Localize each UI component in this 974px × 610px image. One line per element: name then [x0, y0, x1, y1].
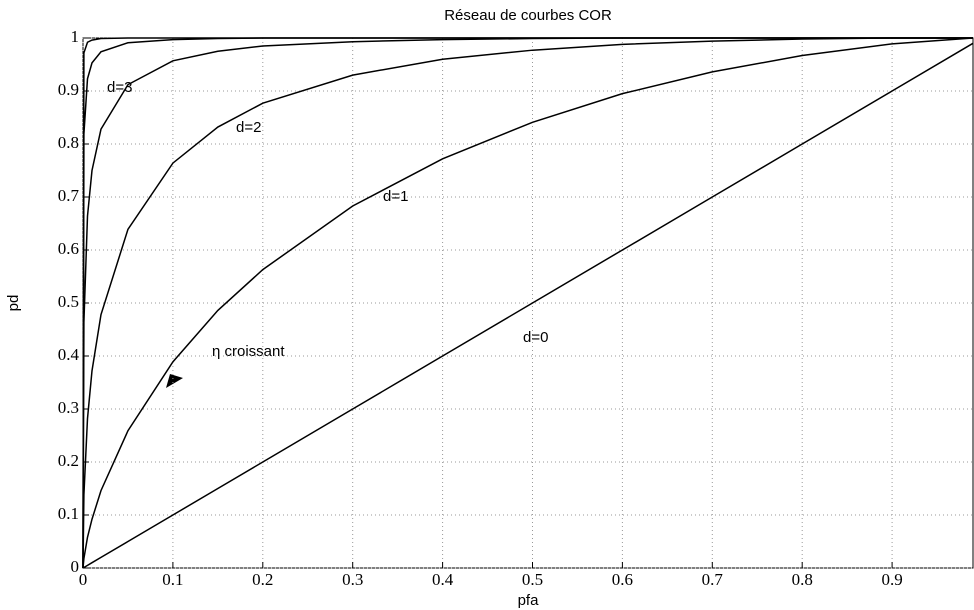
curve-label: d=0: [523, 329, 548, 346]
x-tick-label: 0.1: [162, 570, 183, 589]
annotation: η croissant: [212, 343, 285, 360]
y-tick-label: 1: [71, 27, 80, 46]
x-tick-label: 0.6: [612, 570, 633, 589]
arrow-head: [166, 374, 183, 388]
y-tick-label: 0.8: [58, 133, 79, 152]
curve-label: d=2: [236, 119, 261, 136]
roc-curve: [82, 37, 974, 569]
y-tick-label: 0: [71, 557, 80, 576]
roc-curve: [82, 37, 973, 569]
x-axis-label: pfa: [518, 592, 540, 609]
y-tick-label: 0.4: [58, 345, 80, 364]
curve-label: d=3: [107, 79, 132, 96]
curve-label: d=1: [383, 188, 408, 205]
x-tick-label: 0.9: [881, 570, 902, 589]
x-tick-label: 0.4: [432, 570, 454, 589]
y-tick-label: 0.1: [58, 504, 79, 523]
x-tick-label: 0.3: [342, 570, 363, 589]
y-tick-label: 0.6: [58, 239, 79, 258]
x-tick-label: 0: [79, 570, 88, 589]
y-tick-label: 0.3: [58, 398, 79, 417]
chart-title: Réseau de courbes COR: [444, 7, 612, 24]
y-tick-label: 0.9: [58, 80, 79, 99]
y-tick-label: 0.2: [58, 451, 79, 470]
roc-curve: [82, 42, 974, 569]
x-tick-label: 0.7: [702, 570, 724, 589]
y-tick-label: 0.5: [58, 292, 79, 311]
y-tick-label: 0.7: [58, 186, 80, 205]
y-axis-label: pd: [5, 295, 22, 312]
x-tick-label: 0.5: [522, 570, 543, 589]
x-tick-label: 0.8: [792, 570, 813, 589]
x-tick-label: 0.2: [252, 570, 273, 589]
roc-curve: [82, 37, 973, 569]
